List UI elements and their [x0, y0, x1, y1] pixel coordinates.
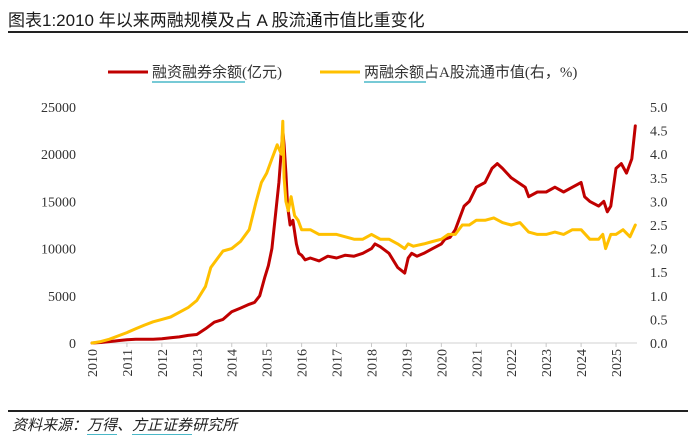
x-tick-label: 2010 [86, 349, 101, 377]
x-tick-label: 2017 [331, 349, 346, 377]
legend-label-margin-balance-main: 融资融券余额 [152, 63, 242, 81]
right-tick-label: 1.5 [650, 266, 668, 281]
left-tick-label: 25000 [41, 101, 76, 116]
x-tick-label: 2011 [121, 349, 136, 376]
x-tick-label: 2013 [191, 349, 206, 377]
right-axis-ticks: 0.0 0.5 1.0 1.5 2.0 2.5 3.0 3.5 4.0 4.5 5.0 [650, 101, 668, 352]
legend: 融资融券余额(亿元) 两融余额占A股流通市值(右，%) [108, 63, 577, 83]
right-tick-label: 4.5 [650, 125, 668, 140]
right-tick-label: 5.0 [650, 101, 668, 116]
x-tick-label: 2014 [226, 349, 241, 377]
x-tick-label: 2024 [575, 349, 590, 377]
x-tick-label: 2012 [156, 349, 171, 377]
left-tick-label: 10000 [41, 243, 76, 258]
x-tick-label: 2018 [365, 349, 380, 377]
x-tick-label: 2019 [400, 349, 415, 377]
source-divider [8, 410, 688, 412]
left-tick-label: 20000 [41, 148, 76, 163]
source-prefix: 资料来源： [12, 418, 88, 434]
right-tick-label: 1.0 [650, 290, 668, 305]
series-line-margin-balance [90, 124, 637, 345]
source-part-2: 方正证券 [132, 418, 193, 435]
right-tick-label: 2.5 [650, 219, 668, 234]
legend-label-ratio-main: 两融余额 [364, 63, 424, 81]
x-tick-label: 2016 [296, 349, 311, 377]
left-tick-label: 5000 [48, 290, 76, 305]
legend-label-margin-balance-unit: (亿元) [242, 64, 282, 81]
chart-title: 图表1:2010 年以来两融规模及占 A 股流通市值比重变化 [8, 11, 425, 30]
source-suffix: 研究所 [192, 418, 238, 434]
source-part-1: 万得 [87, 418, 118, 435]
right-tick-label: 0.5 [650, 313, 668, 328]
right-tick-label: 4.0 [650, 148, 668, 163]
right-tick-label: 2.0 [650, 243, 668, 258]
x-tick-label: 2020 [435, 349, 450, 377]
x-tick-label: 2023 [540, 349, 555, 377]
x-tick-label: 2025 [610, 349, 625, 377]
right-tick-label: 3.5 [650, 172, 668, 187]
source-sep: 、 [117, 418, 133, 434]
chart: 融资融券余额(亿元) 两融余额占A股流通市值(右，%) 0 5000 10000 15… [41, 63, 668, 377]
right-tick-label: 3.0 [650, 195, 668, 210]
legend-label-ratio: 两融余额占A股流通市值(右，%) [364, 63, 577, 81]
right-tick-label: 0.0 [650, 337, 668, 352]
x-tick-label: 2015 [261, 349, 276, 377]
x-tick-label: 2022 [505, 349, 520, 377]
series-line-ratio [90, 119, 637, 345]
x-tick-label: 2021 [470, 349, 485, 377]
left-tick-label: 0 [69, 337, 76, 352]
legend-label-ratio-rest: 占A股流通市值(右，%) [424, 64, 577, 81]
series-layer [90, 119, 637, 345]
x-axis-ticks: 2010 2011 2012 2013 2014 2015 2016 2017 2018 2019… [86, 343, 625, 377]
left-tick-label: 15000 [41, 195, 76, 210]
title-divider [8, 31, 688, 33]
legend-label-margin-balance: 融资融券余额(亿元) [152, 63, 282, 81]
left-axis-ticks: 0 5000 10000 15000 20000 25000 [41, 101, 76, 352]
source-note: 资料来源：万得、方正证券研究所 [12, 414, 237, 435]
